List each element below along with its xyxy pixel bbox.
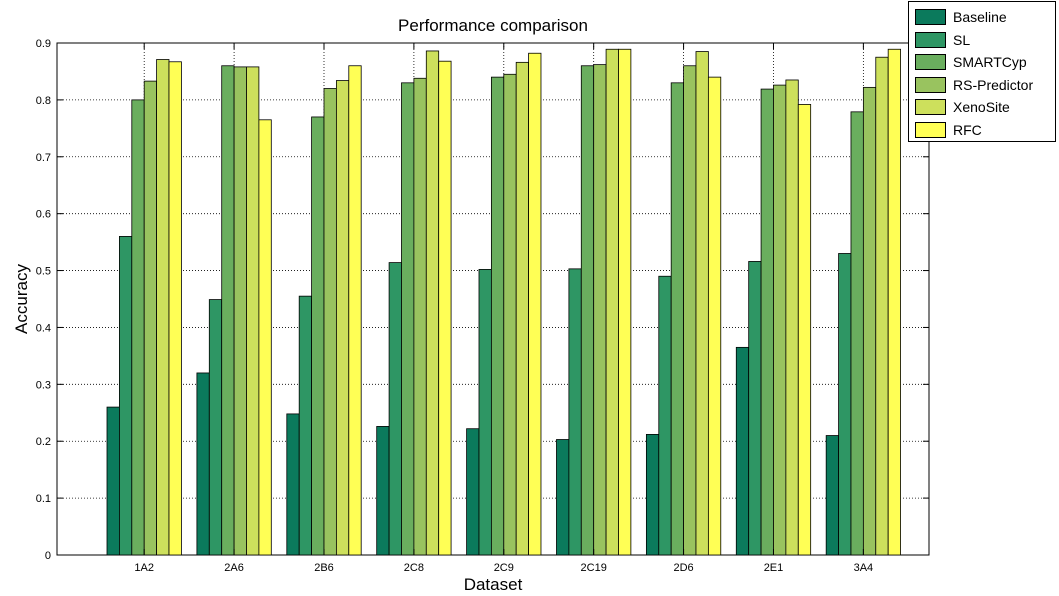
legend-item: SL	[915, 30, 970, 50]
chart-title: Performance comparison	[398, 16, 588, 35]
bar	[286, 413, 300, 556]
bar	[156, 59, 170, 556]
legend-item: SMARTCyp	[915, 52, 1027, 72]
legend-label: SMARTCyp	[953, 54, 1027, 70]
x-tick-label: 2C9	[494, 562, 514, 574]
bar	[311, 116, 325, 556]
bar	[875, 56, 889, 556]
y-axis-label: Accuracy	[12, 264, 31, 334]
bar	[131, 99, 145, 556]
x-tick-label: 2C8	[404, 562, 424, 574]
bar	[556, 439, 570, 556]
bar	[376, 426, 390, 556]
bar	[618, 48, 632, 556]
bar	[233, 66, 247, 556]
bar	[298, 295, 312, 556]
y-tick-label: 0.5	[36, 266, 51, 278]
y-tick-label: 0.8	[36, 95, 51, 107]
legend-swatch	[915, 54, 946, 70]
legend-swatch	[915, 9, 946, 25]
legend-item: XenoSite	[915, 97, 1010, 117]
legend-label: Baseline	[953, 9, 1007, 25]
y-tick-label: 0.9	[36, 38, 51, 50]
legend-swatch	[915, 31, 946, 48]
bar	[825, 435, 839, 556]
bar	[466, 428, 480, 556]
bar	[335, 80, 350, 556]
bar	[850, 111, 864, 556]
legend-item: RS-Predictor	[915, 75, 1033, 95]
bar	[838, 253, 852, 556]
legend-swatch	[915, 121, 946, 138]
x-tick-label: 2C19	[581, 562, 607, 574]
x-tick-label: 2A6	[224, 562, 244, 574]
legend-swatch	[915, 76, 946, 93]
legend-label: RS-Predictor	[953, 76, 1034, 93]
bar	[773, 84, 787, 556]
bar	[760, 88, 774, 556]
bar	[707, 76, 722, 556]
bar	[658, 275, 672, 556]
x-ticks: 1A2 2A6 2B6 2C8 2C9 2C19 2D6 2E1 3A4	[134, 43, 873, 574]
bar	[323, 88, 337, 556]
bar	[580, 65, 595, 556]
bar	[401, 82, 415, 556]
x-tick-label: 1A2	[134, 562, 154, 574]
bar	[221, 65, 235, 556]
y-tick-label: 0.6	[36, 209, 51, 221]
y-tick-label: 0.4	[36, 322, 51, 334]
bar	[695, 51, 709, 556]
bar	[735, 346, 750, 556]
y-tick-label: 0.1	[36, 493, 51, 505]
y-tick-label: 0.3	[36, 379, 51, 391]
bar	[490, 76, 505, 556]
bar	[425, 50, 440, 556]
bars	[106, 48, 901, 556]
bar	[196, 372, 210, 556]
x-tick-label: 3A4	[854, 562, 874, 574]
bar	[106, 406, 120, 556]
bar	[515, 61, 529, 556]
bar	[748, 261, 762, 556]
x-tick-label: 2D6	[673, 562, 693, 574]
y-tick-label: 0	[45, 550, 51, 562]
bar	[478, 269, 492, 556]
bar	[862, 86, 877, 556]
x-tick-label: 2B6	[314, 562, 334, 574]
bar	[438, 60, 452, 556]
bar	[887, 48, 901, 556]
legend-swatch	[915, 99, 946, 115]
bar	[503, 73, 517, 556]
x-tick-label: 2E1	[764, 562, 784, 574]
bar	[168, 61, 182, 556]
legend-label: XenoSite	[953, 99, 1010, 115]
bar	[208, 299, 223, 556]
bar	[388, 262, 402, 556]
bar	[119, 236, 133, 556]
bar	[246, 66, 260, 556]
bar	[348, 65, 362, 556]
legend-item: RFC	[915, 120, 982, 140]
bar	[797, 104, 812, 556]
bar	[683, 65, 697, 556]
legend-label: SL	[953, 31, 971, 48]
bar	[785, 79, 799, 556]
legend: Baseline SL SMARTCyp RS-Predictor XenoSite RF…	[908, 1, 1056, 142]
bar	[670, 82, 684, 556]
x-axis-label: Dataset	[464, 575, 523, 594]
legend-label: RFC	[953, 121, 982, 138]
legend-item: Baseline	[915, 7, 1007, 27]
bar	[528, 52, 542, 556]
y-tick-label: 0.2	[36, 436, 51, 448]
y-tick-label: 0.7	[36, 152, 51, 164]
bar	[258, 119, 272, 556]
bar	[143, 80, 157, 556]
bar	[645, 433, 660, 556]
bar	[568, 268, 582, 556]
y-ticks: 0 0.1 0.2 0.3 0.4 0.5 0.6 0.7 0.8 0.9	[36, 38, 929, 562]
bar	[413, 77, 427, 556]
bar	[605, 48, 619, 556]
bar	[593, 64, 607, 556]
